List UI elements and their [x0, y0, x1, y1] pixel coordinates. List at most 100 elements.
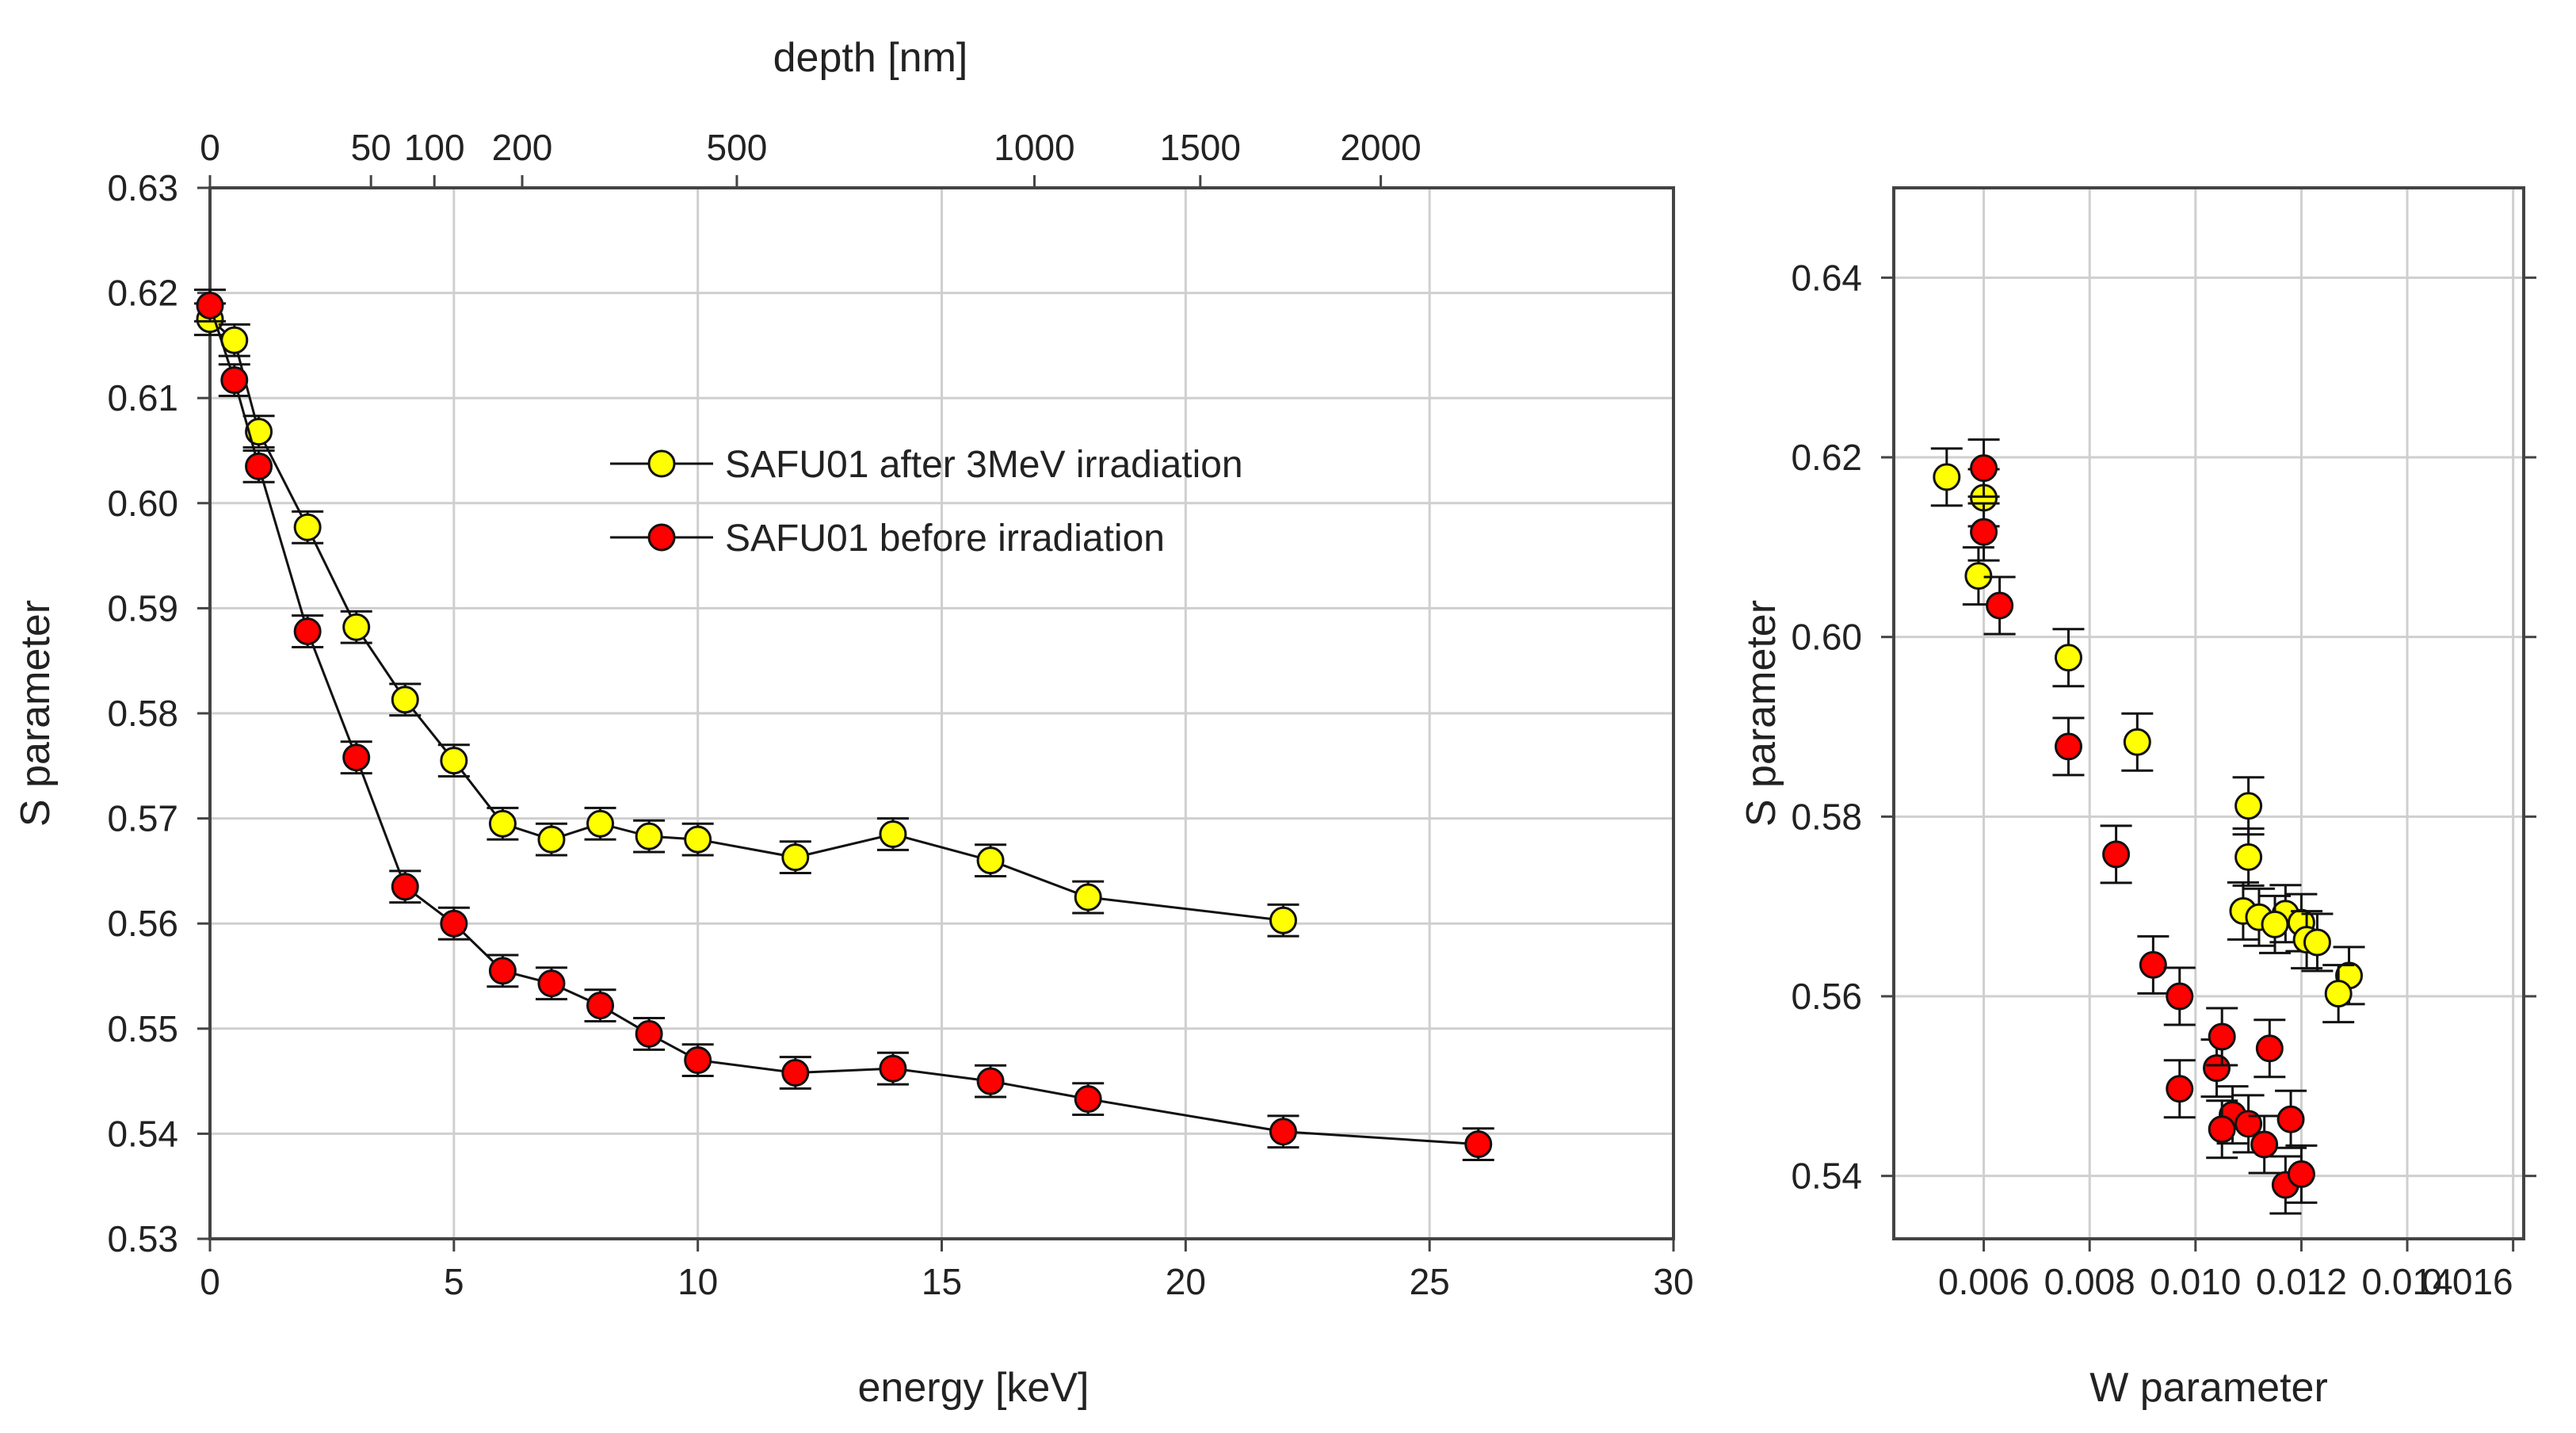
- x-tick-label: 0.016: [2422, 1261, 2513, 1302]
- data-point: [2324, 980, 2353, 1008]
- data-point: [1970, 518, 1998, 546]
- x-axis-title: energy [keV]: [858, 1365, 1090, 1411]
- data-point: [2054, 644, 2082, 672]
- top-tick-label: 1000: [994, 127, 1074, 168]
- legend-marker: [647, 449, 676, 478]
- x-tick-label: 15: [922, 1261, 962, 1302]
- y-tick-label: 0.54: [1791, 1156, 1862, 1197]
- data-point: [2203, 1054, 2231, 1083]
- data-point: [2276, 1105, 2305, 1133]
- x-tick-label: 5: [444, 1261, 464, 1302]
- data-point: [2123, 728, 2151, 756]
- data-point: [684, 1046, 712, 1075]
- y-tick-label: 0.62: [107, 273, 178, 314]
- y-tick-label: 0.58: [1791, 796, 1862, 837]
- top-tick-label: 2000: [1340, 127, 1421, 168]
- x-tick-label: 0.008: [2044, 1261, 2135, 1302]
- y-tick-label: 0.62: [1791, 437, 1862, 478]
- y-tick-label: 0.53: [107, 1218, 178, 1259]
- data-point: [245, 452, 273, 480]
- data-point: [293, 617, 322, 646]
- x-tick-label: 0.010: [2150, 1261, 2241, 1302]
- top-tick-label: 1500: [1160, 127, 1241, 168]
- data-point: [2166, 982, 2194, 1011]
- data-point: [2234, 792, 2263, 820]
- data-point: [2208, 1115, 2236, 1144]
- data-point: [440, 747, 468, 775]
- top-tick-label: 200: [492, 127, 553, 168]
- data-point: [1986, 591, 2014, 620]
- data-point: [391, 873, 419, 901]
- y-tick-label: 0.59: [107, 587, 178, 629]
- y-tick-label: 0.63: [107, 167, 178, 208]
- data-point: [781, 1058, 810, 1087]
- data-point: [2261, 910, 2289, 938]
- data-point: [1074, 1085, 1102, 1114]
- data-point: [586, 809, 615, 838]
- y-tick-label: 0.60: [107, 483, 178, 524]
- y-axis-title: S parameter: [13, 600, 59, 827]
- data-point: [2054, 732, 2082, 761]
- data-point: [2208, 1022, 2236, 1051]
- data-point: [976, 1067, 1005, 1095]
- data-point: [220, 366, 249, 395]
- data-point: [293, 513, 322, 541]
- data-point: [1269, 1118, 1297, 1146]
- top-tick-label: 500: [707, 127, 768, 168]
- top-tick-label: 50: [351, 127, 391, 168]
- y-tick-label: 0.56: [1791, 976, 1862, 1017]
- legend-label: SAFU01 after 3MeV irradiation: [725, 444, 1243, 486]
- data-point: [2166, 1075, 2194, 1103]
- data-point: [635, 1019, 663, 1048]
- y-axis-title: S parameter: [1738, 600, 1784, 827]
- y-tick-label: 0.58: [107, 693, 178, 734]
- data-point: [976, 846, 1005, 875]
- top-tick-label: 0: [200, 127, 220, 168]
- data-point: [245, 418, 273, 446]
- x-tick-label: 10: [677, 1261, 718, 1302]
- data-point: [391, 686, 419, 714]
- y-tick-label: 0.61: [107, 377, 178, 418]
- data-point: [196, 292, 224, 320]
- x-axis-title: W parameter: [2089, 1365, 2328, 1411]
- data-point: [1464, 1130, 1493, 1159]
- x-tick-label: 20: [1166, 1261, 1206, 1302]
- data-point: [635, 822, 663, 850]
- data-point: [586, 992, 615, 1020]
- legend-label: SAFU01 before irradiation: [725, 518, 1165, 560]
- data-point: [342, 743, 371, 772]
- data-point: [440, 909, 468, 938]
- data-point: [537, 825, 566, 854]
- y-tick-label: 0.60: [1791, 617, 1862, 658]
- data-point: [342, 613, 371, 641]
- data-point: [2102, 840, 2131, 869]
- x-tick-label: 0.006: [1938, 1261, 2029, 1302]
- data-point: [488, 809, 517, 838]
- data-point: [781, 843, 810, 872]
- series-line-1: [208, 305, 1479, 1146]
- data-point: [2303, 928, 2331, 957]
- data-point: [2255, 1034, 2284, 1063]
- y-tick-label: 0.55: [107, 1008, 178, 1049]
- data-point: [220, 326, 249, 354]
- data-point: [1970, 454, 1998, 483]
- x-tick-label: 25: [1410, 1261, 1450, 1302]
- x-tick-label: 0.012: [2256, 1261, 2347, 1302]
- data-point: [1074, 883, 1102, 911]
- data-point: [2287, 1160, 2315, 1188]
- data-point: [2139, 950, 2167, 979]
- data-point: [2234, 843, 2263, 871]
- series-line-0: [209, 318, 1284, 922]
- data-point: [537, 969, 566, 998]
- data-point: [879, 820, 907, 848]
- top-axis-title: depth [nm]: [773, 35, 968, 81]
- data-point: [1269, 906, 1297, 934]
- data-point: [879, 1054, 907, 1083]
- plot-frame: [1892, 186, 2525, 1240]
- x-tick-label: 30: [1653, 1261, 1693, 1302]
- depth-profile-chart: 0 5 10 15 20 25 30 0.53 0.54 0.55 0.56 0.57 0.58 0.59…: [13, 35, 1694, 1411]
- data-point: [1933, 463, 1961, 491]
- y-tick-label: 0.56: [107, 903, 178, 944]
